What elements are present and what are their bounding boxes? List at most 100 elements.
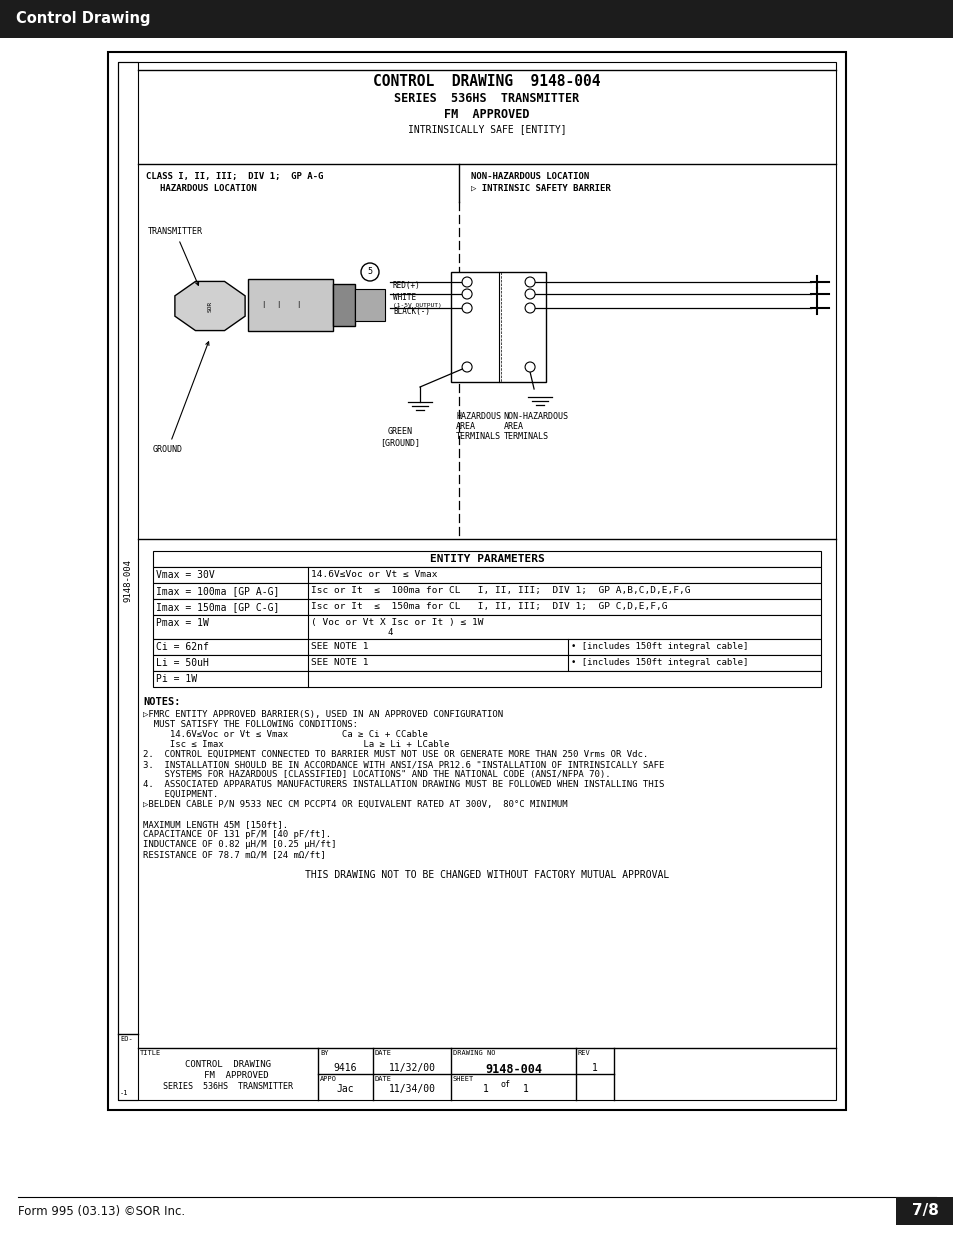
Text: ▷ INTRINSIC SAFETY BARRIER: ▷ INTRINSIC SAFETY BARRIER [471,184,610,193]
Text: WHITE: WHITE [393,293,416,303]
Circle shape [461,277,472,287]
Text: NON-HAZARDOUS LOCATION: NON-HAZARDOUS LOCATION [471,172,589,182]
Bar [355,289,385,321]
Circle shape [461,303,472,312]
Text: BY: BY [319,1050,328,1056]
Circle shape [524,289,535,299]
Text: THIS DRAWING NOT TO BE CHANGED WITHOUT FACTORY MUTUAL APPROVAL: THIS DRAWING NOT TO BE CHANGED WITHOUT F… [305,869,668,881]
Text: CONTROL  DRAWING  9148-004: CONTROL DRAWING 9148-004 [373,74,600,89]
Bar [118,62,835,1100]
Text: DATE: DATE [375,1076,392,1082]
Text: 9148-004: 9148-004 [484,1063,541,1076]
Text: SYSTEMS FOR HAZARDOUS [CLASSIFIED] LOCATIONS" AND THE NATIONAL CODE (ANSI/NFPA 7: SYSTEMS FOR HAZARDOUS [CLASSIFIED] LOCAT… [143,769,610,779]
Text: 9148-004: 9148-004 [123,559,132,603]
Text: BLACK(-): BLACK(-) [393,308,430,316]
Text: 4: 4 [388,629,393,637]
Bar [333,284,355,326]
Text: MUST SATISFY THE FOLLOWING CONDITIONS:: MUST SATISFY THE FOLLOWING CONDITIONS: [143,720,357,729]
Bar [152,638,821,655]
Text: HAZARDOUS LOCATION: HAZARDOUS LOCATION [160,184,256,193]
Bar [152,615,821,638]
Circle shape [461,289,472,299]
Text: EQUIPMENT.: EQUIPMENT. [143,790,218,799]
Bar [152,671,821,687]
Text: GREEN: GREEN [387,427,412,436]
Text: ▷BELDEN CABLE P/N 9533 NEC CM PCCPT4 OR EQUIVALENT RATED AT 300V,  80°C MINIMUM: ▷BELDEN CABLE P/N 9533 NEC CM PCCPT4 OR … [143,800,567,809]
Text: ENTITY PARAMETERS: ENTITY PARAMETERS [429,555,544,564]
Text: Li = 50uH: Li = 50uH [156,658,209,668]
Text: Pi = 1W: Pi = 1W [156,674,197,684]
Text: APPO: APPO [319,1076,336,1082]
Bar [152,599,821,615]
Text: 1: 1 [522,1084,528,1094]
Text: DATE: DATE [375,1050,392,1056]
Bar [152,567,821,583]
Text: RED(+): RED(+) [393,282,420,290]
Text: GROUND: GROUND [152,342,209,453]
Text: Imax = 150ma [GP C-G]: Imax = 150ma [GP C-G] [156,601,279,613]
Text: Ci = 62nf: Ci = 62nf [156,642,209,652]
Bar [152,551,821,567]
Text: ( Voc or Vt X Isc or It ) ≤ 1W: ( Voc or Vt X Isc or It ) ≤ 1W [311,618,483,627]
Text: AREA: AREA [503,422,523,431]
Text: SEE NOTE 1: SEE NOTE 1 [311,642,368,651]
Text: 14.6V≤Voc or Vt ≤ Vmax: 14.6V≤Voc or Vt ≤ Vmax [311,571,437,579]
Text: • [includes 150ft integral cable]: • [includes 150ft integral cable] [571,642,747,651]
Text: |: | [261,301,264,309]
Text: MAXIMUM LENGTH 45M [150ft].: MAXIMUM LENGTH 45M [150ft]. [143,820,288,829]
Text: DRAWING NO: DRAWING NO [453,1050,495,1056]
Text: 11/34/00: 11/34/00 [388,1084,435,1094]
Bar [152,583,821,599]
Text: INTRINSICALLY SAFE [ENTITY]: INTRINSICALLY SAFE [ENTITY] [407,124,566,135]
Circle shape [524,362,535,372]
Text: NOTES:: NOTES: [143,697,180,706]
Text: CLASS I, II, III;  DIV 1;  GP A-G: CLASS I, II, III; DIV 1; GP A-G [146,172,323,182]
Text: [GROUND]: [GROUND] [379,438,419,447]
Text: TITLE: TITLE [140,1050,161,1056]
Text: SERIES  536HS  TRANSMITTER: SERIES 536HS TRANSMITTER [163,1082,293,1091]
Text: 1: 1 [592,1063,598,1073]
Text: CAPACITANCE OF 131 pF/M [40 pF/ft].: CAPACITANCE OF 131 pF/M [40 pF/ft]. [143,830,331,839]
Text: HAZARDOUS: HAZARDOUS [456,412,500,421]
Text: Isc ≤ Imax                          La ≥ Li + LCable: Isc ≤ Imax La ≥ Li + LCable [143,740,449,748]
Circle shape [461,362,472,372]
Bar [0,0,953,38]
Text: REV: REV [578,1050,590,1056]
Bar [248,279,333,331]
Text: ▷FMRC ENTITY APPROVED BARRIER(S), USED IN AN APPROVED CONFIGURATION: ▷FMRC ENTITY APPROVED BARRIER(S), USED I… [143,710,502,719]
Bar [152,655,821,671]
Text: Isc or It  ≤  150ma for CL   I, II, III;  DIV 1;  GP C,D,E,F,G: Isc or It ≤ 150ma for CL I, II, III; DIV… [311,601,667,611]
Text: 14.6V≤Voc or Vt ≤ Vmax          Ca ≥ Ci + CCable: 14.6V≤Voc or Vt ≤ Vmax Ca ≥ Ci + CCable [143,730,428,739]
Text: SOR: SOR [208,300,213,311]
Text: Form 995 (03.13) ©SOR Inc.: Form 995 (03.13) ©SOR Inc. [18,1204,185,1218]
Bar [108,52,845,1110]
Text: FM  APPROVED: FM APPROVED [188,1071,268,1079]
Text: NON-HAZARDOUS: NON-HAZARDOUS [503,412,568,421]
Bar [451,272,545,382]
Text: |: | [296,301,299,309]
Text: TRANSMITTER: TRANSMITTER [148,227,203,285]
Text: 9416: 9416 [334,1063,356,1073]
Text: 7/8: 7/8 [911,1203,938,1219]
Text: Isc or It  ≤  100ma for CL   I, II, III;  DIV 1;  GP A,B,C,D,E,F,G: Isc or It ≤ 100ma for CL I, II, III; DIV… [311,585,690,595]
Text: 4.  ASSOCIATED APPARATUS MANUFACTURERS INSTALLATION DRAWING MUST BE FOLLOWED WHE: 4. ASSOCIATED APPARATUS MANUFACTURERS IN… [143,781,663,789]
Circle shape [524,277,535,287]
Text: SEE NOTE 1: SEE NOTE 1 [311,658,368,667]
Circle shape [360,263,378,282]
Text: Jac: Jac [336,1084,354,1094]
Text: FM  APPROVED: FM APPROVED [444,107,529,121]
Text: SHEET: SHEET [453,1076,474,1082]
Text: Control Drawing: Control Drawing [16,11,151,26]
Bar [895,1197,953,1225]
Text: Vmax = 30V: Vmax = 30V [156,571,214,580]
Text: 3.  INSTALLATION SHOULD BE IN ACCORDANCE WITH ANSI/ISA PR12.6 "INSTALLATION OF I: 3. INSTALLATION SHOULD BE IN ACCORDANCE … [143,760,663,769]
Text: |: | [276,301,279,309]
Text: 2.  CONTROL EQUIPMENT CONNECTED TO BARRIER MUST NOT USE OR GENERATE MORE THAN 25: 2. CONTROL EQUIPMENT CONNECTED TO BARRIE… [143,750,648,760]
Text: AREA: AREA [456,422,476,431]
Text: TERMINALS: TERMINALS [503,432,548,441]
Circle shape [524,303,535,312]
Text: EO-: EO- [120,1036,132,1042]
Text: INDUCTANCE OF 0.82 μH/M [0.25 μH/ft]: INDUCTANCE OF 0.82 μH/M [0.25 μH/ft] [143,840,336,848]
Text: -1: -1 [120,1091,129,1095]
Text: 5: 5 [367,268,372,277]
